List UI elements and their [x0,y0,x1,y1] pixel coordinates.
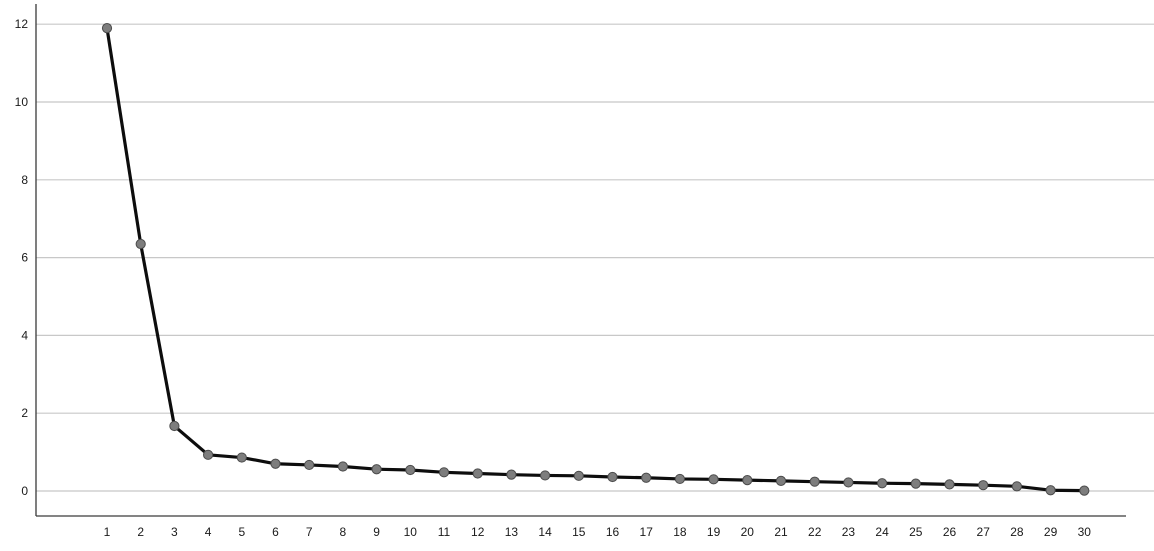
x-tick-label-5: 5 [238,525,245,539]
data-point-15 [573,470,584,481]
x-tick-label-30: 30 [1078,525,1092,539]
data-point-28 [1011,481,1023,492]
y-tick-label-2: 2 [21,406,28,420]
x-tick-label-24: 24 [875,525,889,539]
y-tick-label-4: 4 [21,328,28,342]
data-point-1 [101,22,113,34]
data-point-12 [472,468,483,479]
x-tick-label-21: 21 [774,525,788,539]
x-tick-label-26: 26 [943,525,957,539]
y-tick-label-0: 0 [21,484,28,498]
x-tick-label-29: 29 [1044,525,1058,539]
x-tick-label-6: 6 [272,525,279,539]
x-tick-label-27: 27 [977,525,991,539]
x-tick-label-14: 14 [538,525,552,539]
data-point-17 [641,472,652,483]
x-tick-label-17: 17 [640,525,654,539]
data-point-25 [910,478,921,489]
data-point-9 [371,464,382,475]
data-point-27 [978,480,989,491]
x-tick-label-1: 1 [104,525,111,539]
data-point-19 [708,474,719,485]
data-point-18 [674,473,686,485]
data-point-22 [809,476,820,487]
data-point-21 [775,475,787,486]
x-tick-label-13: 13 [505,525,519,539]
x-tick-label-11: 11 [438,525,451,539]
x-tick-label-7: 7 [306,525,313,539]
x-tick-label-19: 19 [707,525,721,539]
data-point-14 [540,470,551,481]
data-point-3 [169,420,180,432]
data-point-20 [742,475,753,486]
data-point-6 [270,458,281,469]
y-tick-label-10: 10 [15,95,29,109]
data-point-4 [203,449,214,460]
data-point-23 [843,477,854,488]
x-tick-label-22: 22 [808,525,822,539]
x-tick-label-4: 4 [205,525,212,539]
x-tick-label-16: 16 [606,525,620,539]
data-point-8 [337,461,348,472]
data-point-30 [1079,485,1090,496]
x-tick-label-2: 2 [137,525,144,539]
data-point-11 [438,467,450,478]
data-point-5 [236,452,247,463]
data-point-7 [304,459,315,471]
x-tick-label-12: 12 [471,525,485,539]
x-tick-label-25: 25 [909,525,923,539]
x-tick-label-3: 3 [171,525,178,539]
x-tick-label-9: 9 [373,525,380,539]
x-tick-label-10: 10 [404,525,418,539]
data-point-26 [944,479,955,490]
data-point-10 [405,464,416,476]
x-tick-label-15: 15 [572,525,586,539]
data-point-24 [877,478,888,489]
x-tick-label-8: 8 [340,525,347,539]
data-point-2 [135,238,146,250]
series-line-1 [105,27,1085,493]
data-point-29 [1045,485,1056,496]
x-tick-label-23: 23 [842,525,856,539]
y-tick-label-8: 8 [21,173,28,187]
y-tick-label-6: 6 [21,251,28,265]
x-tick-label-28: 28 [1010,525,1024,539]
data-point-13 [506,469,517,480]
x-tick-label-20: 20 [741,525,755,539]
data-point-16 [607,471,618,483]
x-tick-label-18: 18 [673,525,687,539]
y-tick-label-12: 12 [15,17,29,31]
